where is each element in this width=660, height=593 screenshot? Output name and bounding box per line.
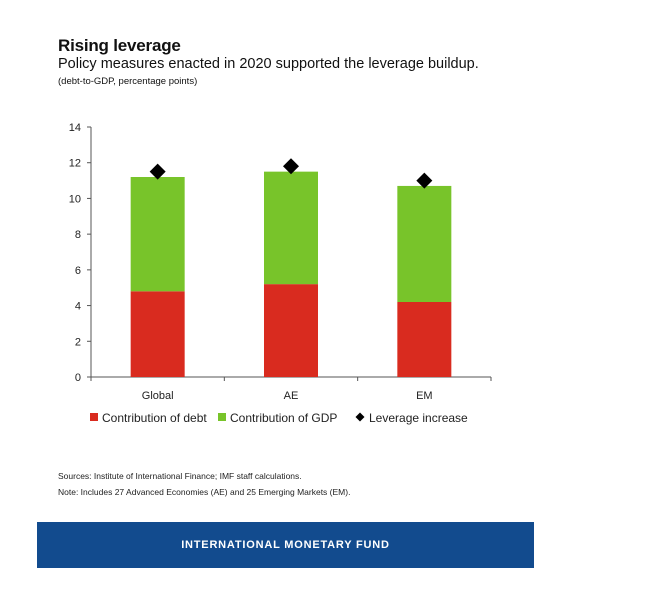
legend-swatch-leverage — [355, 412, 365, 422]
bar-ae-debt — [264, 284, 318, 377]
chart-title: Rising leverage — [58, 36, 181, 55]
bar-ae-gdp — [264, 171, 318, 285]
footer-label: INTERNATIONAL MONETARY FUND — [181, 539, 390, 551]
legend-swatch-debt — [90, 413, 98, 421]
bar-em-gdp — [397, 185, 452, 302]
bar-global-gdp — [130, 177, 185, 292]
y-tick-label: 4 — [75, 301, 81, 313]
methodology-note: Note: Includes 27 Advanced Economies (AE… — [58, 487, 351, 497]
stacked-bar-chart: 0 2 4 6 8 10 12 14 Global AE EM Contribution of deb… — [69, 122, 492, 425]
legend-swatch-gdp — [218, 413, 226, 421]
chart-subtitle: Policy measures enacted in 2020 supporte… — [58, 56, 479, 72]
x-tick-label: EM — [416, 390, 433, 402]
bar-global-debt — [130, 291, 185, 377]
chart-units: (debt-to-GDP, percentage points) — [58, 76, 198, 87]
x-tick-label: Global — [142, 390, 174, 402]
y-tick-label: 14 — [69, 122, 81, 134]
marker-leverage-global — [149, 163, 166, 180]
bar-em-debt — [397, 302, 452, 377]
y-tick-label: 8 — [75, 229, 81, 241]
imf-footer-banner: INTERNATIONAL MONETARY FUND — [37, 522, 534, 568]
x-tick-label: AE — [284, 390, 299, 402]
y-tick-label: 6 — [75, 265, 81, 277]
y-tick-label: 0 — [75, 372, 81, 384]
marker-leverage-em — [416, 172, 433, 189]
y-tick-label: 10 — [69, 193, 81, 205]
sources-note: Sources: Institute of International Fina… — [58, 471, 302, 481]
legend-label: Contribution of debt — [102, 411, 207, 425]
marker-leverage-ae — [283, 158, 299, 175]
legend-label: Contribution of GDP — [230, 411, 337, 425]
y-tick-label: 12 — [69, 158, 81, 170]
legend-label: Leverage increase — [369, 411, 468, 425]
y-tick-label: 2 — [75, 336, 81, 348]
